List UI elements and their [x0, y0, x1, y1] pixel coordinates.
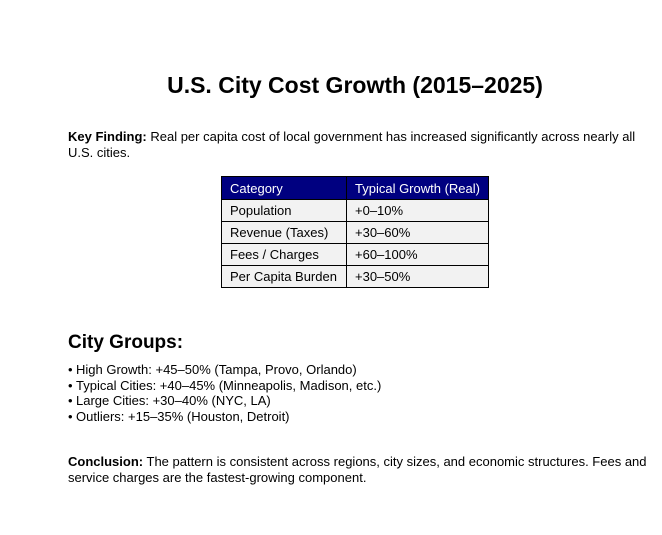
- list-item: Typical Cities: +40–45% (Minneapolis, Ma…: [68, 378, 381, 394]
- table-cell-growth: +60–100%: [346, 243, 489, 266]
- page-title: U.S. City Cost Growth (2015–2025): [167, 72, 543, 98]
- table-cell-category: Fees / Charges: [221, 243, 347, 266]
- table-header-growth: Typical Growth (Real): [346, 176, 489, 200]
- key-finding-text: Real per capita cost of local government…: [68, 129, 636, 160]
- list-item: High Growth: +45–50% (Tampa, Provo, Orla…: [68, 362, 381, 378]
- table-cell-category: Per Capita Burden: [221, 265, 347, 288]
- conclusion-text: The pattern is consistent across regions…: [68, 454, 647, 485]
- table-cell-growth: +0–10%: [346, 199, 489, 222]
- city-groups-list: High Growth: +45–50% (Tampa, Provo, Orla…: [68, 362, 381, 424]
- table-row: Population +0–10%: [221, 199, 489, 222]
- table-cell-growth: +30–50%: [346, 265, 489, 288]
- table-row: Per Capita Burden +30–50%: [221, 265, 489, 288]
- key-finding-label: Key Finding:: [68, 129, 147, 144]
- city-groups-heading: City Groups:: [68, 332, 184, 353]
- table-header-row: Category Typical Growth (Real): [221, 176, 489, 200]
- table-cell-category: Revenue (Taxes): [221, 221, 347, 244]
- key-finding-paragraph: Key Finding: Real per capita cost of loc…: [68, 129, 652, 161]
- list-item: Outliers: +15–35% (Houston, Detroit): [68, 409, 381, 425]
- list-item: Large Cities: +30–40% (NYC, LA): [68, 393, 381, 409]
- growth-table: Category Typical Growth (Real) Populatio…: [221, 176, 489, 288]
- conclusion-label: Conclusion:: [68, 454, 144, 469]
- table-cell-growth: +30–60%: [346, 221, 489, 244]
- table-cell-category: Population: [221, 199, 347, 222]
- conclusion-paragraph: Conclusion: The pattern is consistent ac…: [68, 454, 652, 486]
- table-row: Fees / Charges +60–100%: [221, 243, 489, 266]
- table-header-category: Category: [221, 176, 347, 200]
- table-row: Revenue (Taxes) +30–60%: [221, 221, 489, 244]
